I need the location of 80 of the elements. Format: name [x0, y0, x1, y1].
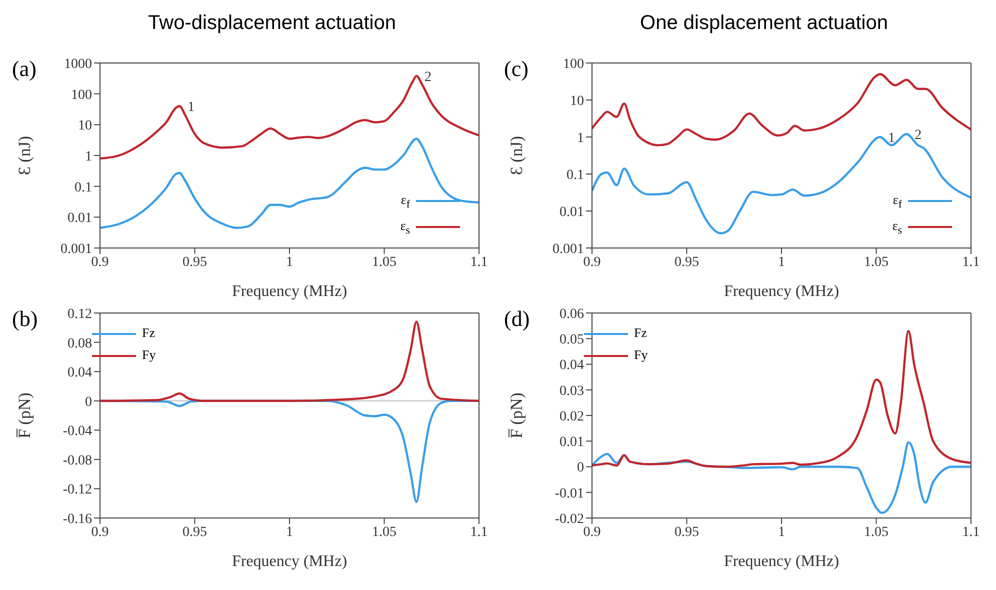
- x-tick-label: 1.1: [962, 254, 980, 270]
- y-tick-label: 10: [570, 94, 584, 109]
- y-tick-label: 0.06: [560, 306, 584, 322]
- x-tick-label: 0.9: [583, 254, 601, 270]
- y-axis-title: Ɛ (nJ): [15, 136, 34, 176]
- y-tick-label: 0.02: [560, 409, 584, 424]
- x-axis-title: Frequency (MHz): [232, 283, 348, 300]
- y-tick-label: 0.001: [552, 242, 584, 257]
- y-tick-label: -0.12: [62, 482, 92, 498]
- legend-label: Fy: [142, 347, 156, 362]
- x-tick-label: 1.05: [864, 254, 888, 270]
- y-tick-label: 0.01: [560, 435, 584, 450]
- x-axis-title: Frequency (MHz): [724, 283, 840, 300]
- y-tick-label: 0.08: [68, 336, 92, 352]
- text: (b): [12, 306, 38, 332]
- text: (d): [504, 306, 530, 332]
- annotation: 2: [914, 128, 922, 144]
- legend-label: ε$_{f}$: [892, 192, 902, 210]
- y-tick-label: 1: [577, 130, 584, 146]
- y-tick-label: 1000: [64, 56, 92, 72]
- y-tick-label: 0: [577, 460, 584, 476]
- line-series: [100, 320, 479, 402]
- x-tick-label: 1: [286, 254, 293, 270]
- annotation: 2: [424, 70, 432, 85]
- y-tick-label: -0.08: [62, 453, 92, 468]
- y-tick-label: 0.05: [560, 332, 584, 348]
- y-tick-label: -0.01: [554, 486, 584, 502]
- x-tick-label: 0.95: [674, 254, 699, 270]
- y-tick-label: 0.01: [68, 211, 92, 226]
- x-tick-label: 0.95: [182, 524, 207, 540]
- text: (a): [12, 56, 36, 82]
- y-tick-label: 0.1: [566, 168, 584, 183]
- x-axis-title: Frequency (MHz): [232, 553, 348, 570]
- legend-label: Fy: [634, 347, 648, 362]
- x-tick-label: 1.1: [470, 254, 488, 270]
- x-tick-label: 1.05: [864, 524, 888, 540]
- legend-label: ε$_{s}$: [400, 218, 410, 237]
- chart-title: Two-displacement actuation: [147, 11, 397, 36]
- x-tick-label: 0.95: [182, 254, 207, 270]
- y-tick-label: 0.1: [74, 180, 92, 196]
- line-series: [592, 330, 971, 468]
- x-tick-label: 1.05: [372, 254, 396, 270]
- legend-label: Fz: [634, 325, 647, 340]
- legend-label: Fz: [142, 325, 155, 340]
- x-axis-title: Frequency (MHz): [724, 553, 840, 570]
- y-tick-label: 0.001: [60, 242, 92, 257]
- annotation: 1: [188, 100, 195, 116]
- annotation: 1: [888, 130, 896, 146]
- x-tick-label: 0.9: [91, 524, 109, 540]
- y-tick-label: 0.01: [560, 204, 584, 220]
- y-tick-label: 10: [78, 118, 92, 134]
- x-tick-label: 0.9: [583, 524, 601, 540]
- x-tick-label: 1: [778, 524, 785, 540]
- legend-label: ε$_{f}$: [400, 192, 410, 210]
- y-tick-label: 0.03: [560, 384, 584, 399]
- y-axis-title: F̅ (pN): [15, 392, 34, 438]
- y-tick-label: 0: [85, 394, 92, 410]
- x-tick-label: 0.95: [674, 524, 699, 540]
- legend-label: ε$_{s}$: [892, 218, 902, 237]
- y-tick-label: 100: [71, 88, 92, 103]
- y-axis-title: F̅ (pN): [507, 392, 526, 438]
- y-tick-label: -0.04: [62, 424, 92, 440]
- text: (c): [504, 56, 528, 82]
- x-tick-label: 1.1: [962, 524, 980, 540]
- x-tick-label: 1: [778, 254, 785, 270]
- y-axis-title: Ɛ (nJ): [507, 136, 526, 176]
- y-tick-label: 0.12: [68, 306, 92, 322]
- y-tick-label: 0.04: [560, 358, 584, 374]
- x-tick-label: 1.05: [372, 524, 396, 540]
- chart-title: One displacement actuation: [639, 11, 889, 36]
- y-tick-label: 0.04: [68, 366, 92, 381]
- y-tick-label: -0.16: [62, 512, 92, 527]
- y-tick-label: 100: [563, 56, 584, 72]
- y-tick-label: -0.02: [554, 512, 584, 527]
- x-tick-label: 1.1: [470, 524, 488, 540]
- line-series: [100, 138, 479, 229]
- y-tick-label: 1: [85, 149, 92, 164]
- x-tick-label: 1: [286, 524, 293, 540]
- line-series: [592, 73, 971, 146]
- x-tick-label: 0.9: [91, 254, 109, 270]
